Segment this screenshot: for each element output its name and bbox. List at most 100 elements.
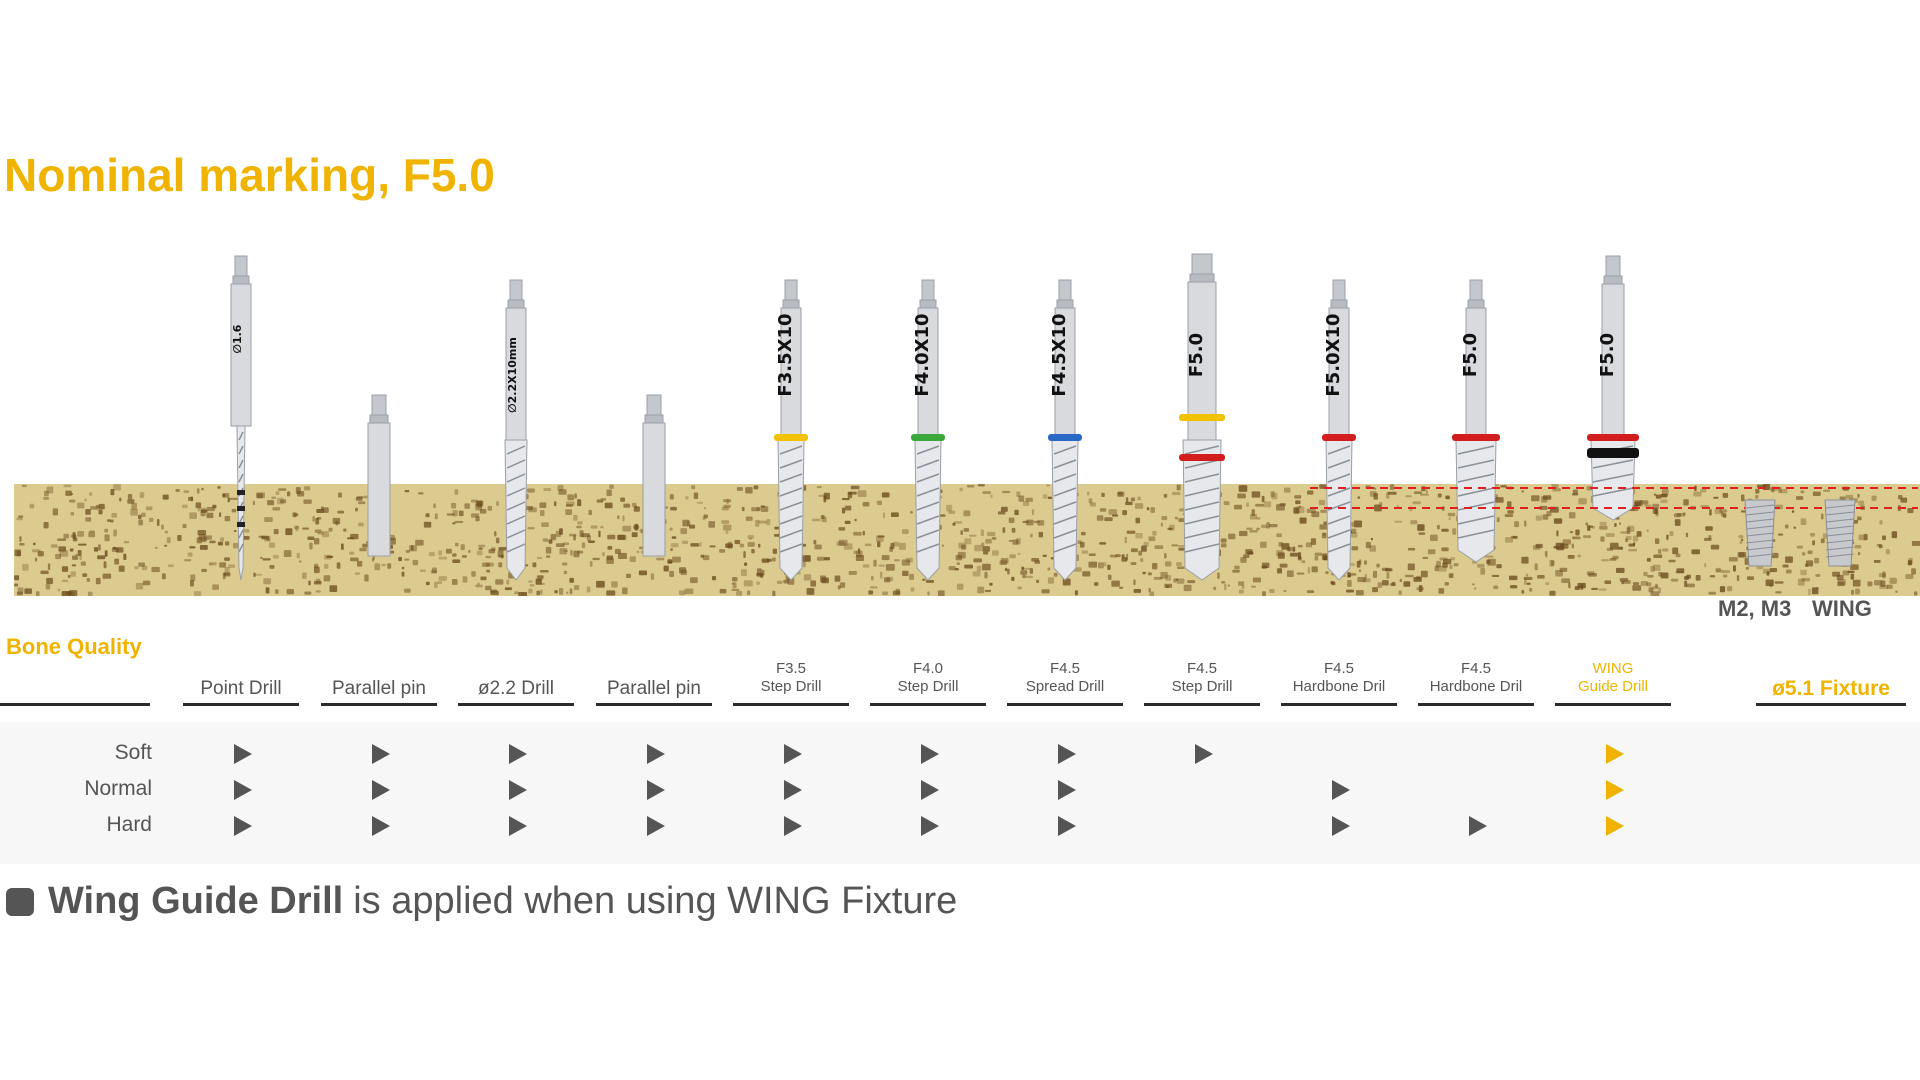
fixture-thread: [1745, 504, 1775, 509]
tool-flute: [1457, 529, 1495, 539]
tool-flute: [1053, 515, 1077, 525]
column-header: F4.5 Hardbone Dril: [1277, 660, 1401, 696]
tool-hub: [921, 279, 935, 301]
column-header-line1: [317, 660, 441, 678]
tool-hub: [234, 255, 248, 277]
column-header-line2: Step Drill: [897, 678, 959, 695]
column-underline: [1007, 703, 1123, 706]
depth-mark: [237, 522, 245, 527]
tool-ring-black: [1587, 448, 1639, 458]
sequence-arrow-icon: [1195, 744, 1213, 764]
sequence-arrow-icon: [372, 780, 390, 800]
tool-flute: [779, 473, 803, 483]
tool-flute: [779, 515, 803, 525]
sequence-arrow-icon: [921, 744, 939, 764]
column-header-line1: F4.5: [1186, 660, 1217, 677]
tool-flute: [1053, 543, 1077, 553]
tool-hub: [1058, 279, 1072, 301]
tool-9: F5.0X10: [1322, 279, 1356, 581]
tool-flute: [1184, 473, 1220, 483]
column-header-line1: F4.5: [1460, 660, 1491, 677]
tool-flute: [779, 445, 803, 455]
tool-flute: [779, 459, 803, 469]
tool-flute: [1592, 487, 1634, 497]
fixture-thread: [1745, 532, 1775, 537]
sequence-arrow-icon: [784, 780, 802, 800]
tool-notch: [919, 299, 937, 309]
sequence-arrow-icon: [1469, 816, 1487, 836]
tool-notch: [232, 275, 250, 285]
tool-flute: [779, 529, 803, 539]
tool-flute: [1184, 487, 1220, 497]
tool-flute: [1592, 459, 1634, 469]
column-header-line2: ø2.2 Drill: [477, 678, 554, 699]
header-underline: [0, 703, 150, 706]
sequence-arrow-icon: [647, 816, 665, 836]
tool-flute: [506, 529, 526, 539]
tool-flute: [916, 515, 940, 525]
tool-marking: F5.0: [1460, 333, 1481, 377]
tool-notch: [1330, 299, 1348, 309]
tool-3: ∅2.2X10mm: [504, 279, 528, 581]
sequence-arrow-icon: [647, 780, 665, 800]
tool-marking: F4.0X10: [912, 313, 933, 396]
sequence-arrow-icon: [1058, 816, 1076, 836]
tool-shank: [1187, 281, 1217, 441]
tool-cutting-body: [236, 425, 246, 581]
tool-hub: [1605, 255, 1621, 277]
column-underline: [1555, 703, 1671, 706]
column-underline: [458, 703, 574, 706]
tool-flute: [238, 529, 244, 539]
fixture-label-wing: WING: [1812, 596, 1872, 621]
sequence-arrow-icon: [1606, 744, 1624, 764]
tool-marking: F4.5X10: [1049, 313, 1070, 396]
column-header-line1: F4.5: [1323, 660, 1354, 677]
tool-flute: [1053, 487, 1077, 497]
sequence-arrow-icon: [1058, 780, 1076, 800]
tool-flute: [238, 431, 244, 441]
tool-2: [367, 394, 391, 557]
column-header-line1: F4.5: [1049, 660, 1080, 677]
tool-flute: [916, 487, 940, 497]
tool-marking: F5.0: [1186, 333, 1207, 377]
sequence-arrow-icon: [1606, 780, 1624, 800]
row-label-normal: Normal: [84, 777, 152, 800]
fixture-header-underline: [1756, 703, 1906, 706]
tool-notch: [507, 299, 525, 309]
depth-mark: [237, 506, 245, 511]
column-header-line1: [454, 660, 578, 678]
sequence-arrow-icon: [921, 816, 939, 836]
fixture-thread: [1825, 539, 1855, 544]
column-header-line2: Step Drill: [760, 678, 822, 695]
sequence-arrow-icon: [921, 780, 939, 800]
fixture-thread: [1745, 525, 1775, 530]
column-header-line2: Hardbone Dril: [1292, 678, 1386, 695]
column-underline: [870, 703, 986, 706]
sequence-arrow-icon: [647, 744, 665, 764]
column-header: ø2.2 Drill: [454, 660, 578, 700]
tool-4: [642, 394, 666, 557]
tool-marking: ∅1.6: [231, 324, 244, 353]
tool-flute: [506, 515, 526, 525]
tool-ring-blue: [1048, 434, 1082, 441]
tool-flute: [1327, 515, 1351, 525]
tool-hub: [509, 279, 523, 301]
tool-ring-red: [1452, 434, 1500, 441]
sequence-arrow-icon: [784, 816, 802, 836]
bullet-square-icon: [6, 887, 34, 916]
footnote: Wing Guide Drill is applied when using W…: [6, 880, 957, 923]
tool-flute: [238, 445, 244, 455]
tool-shank: [367, 422, 391, 557]
sequence-arrow-icon: [509, 780, 527, 800]
tool-flute: [1327, 445, 1351, 455]
tool-notch: [644, 414, 664, 424]
sequence-arrow-icon: [372, 816, 390, 836]
tool-ring-red: [1322, 434, 1356, 441]
sequence-arrow-icon: [234, 780, 252, 800]
tool-marking: F5.0: [1597, 333, 1618, 377]
tool-flute: [1184, 529, 1220, 539]
column-header-line1: [179, 660, 303, 678]
column-underline: [321, 703, 437, 706]
fixture-thread: [1745, 546, 1775, 551]
column-header: F3.5 Step Drill: [729, 660, 853, 696]
